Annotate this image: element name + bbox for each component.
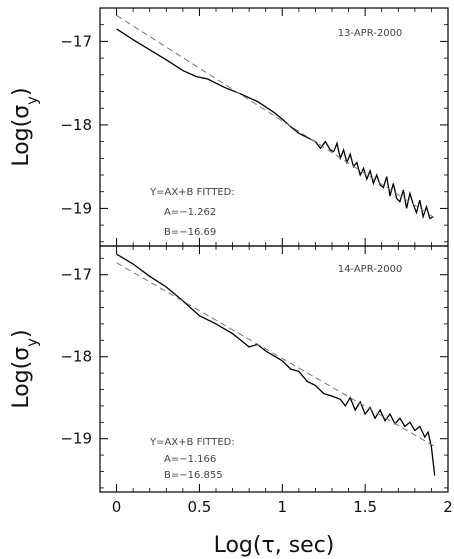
fit-a-label: A=−1.166: [164, 454, 216, 465]
y-tick-label: −18: [60, 348, 92, 366]
y-tick-label: −19: [60, 430, 92, 448]
x-tick-label: 1.5: [353, 498, 377, 516]
fit-equation-label: Y=AX+B FITTED:: [149, 187, 235, 198]
fit-annotation: Y=AX+B FITTED: A=−1.166 B=−16.855: [149, 437, 235, 481]
x-tick-label: 1: [278, 498, 288, 516]
y-tick-label: −17: [60, 266, 92, 284]
fit-equation-label: Y=AX+B FITTED:: [149, 437, 235, 448]
fit-b-label: B=−16.855: [164, 470, 223, 481]
fit-line: [116, 15, 435, 219]
y-axis-title: Log(σy): [9, 87, 41, 166]
y-tick-label: −18: [60, 116, 92, 134]
fit-b-label: B=−16.69: [164, 227, 216, 238]
plot-frame: [99, 245, 449, 493]
x-axis-title: Log(τ, sec): [214, 533, 335, 558]
date-label: 13-APR-2000: [338, 28, 403, 39]
y-axis-title: Log(σy): [9, 329, 41, 408]
x-tick-label: 2: [443, 498, 453, 516]
panel-13-apr: 13-APR-2000 Y=AX+B FITTED: A=−1.262 B=−1…: [9, 7, 449, 247]
plot-frame: [99, 7, 449, 247]
date-label: 14-APR-2000: [338, 264, 403, 275]
data-series-line: [116, 253, 436, 476]
x-tick-label: 0.5: [187, 498, 211, 516]
fit-annotation: Y=AX+B FITTED: A=−1.262 B=−16.69: [149, 187, 235, 238]
fit-line: [116, 262, 435, 447]
fit-a-label: A=−1.262: [164, 207, 216, 218]
x-tick-label: 0: [112, 498, 122, 516]
y-tick-label: −17: [60, 32, 92, 50]
y-tick-label: −19: [60, 199, 92, 217]
panel-14-apr: 14-APR-2000 Y=AX+B FITTED: A=−1.166 B=−1…: [9, 245, 453, 558]
data-series-line: [116, 28, 434, 220]
